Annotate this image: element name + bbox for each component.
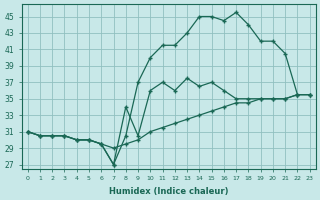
X-axis label: Humidex (Indice chaleur): Humidex (Indice chaleur) [109, 187, 228, 196]
